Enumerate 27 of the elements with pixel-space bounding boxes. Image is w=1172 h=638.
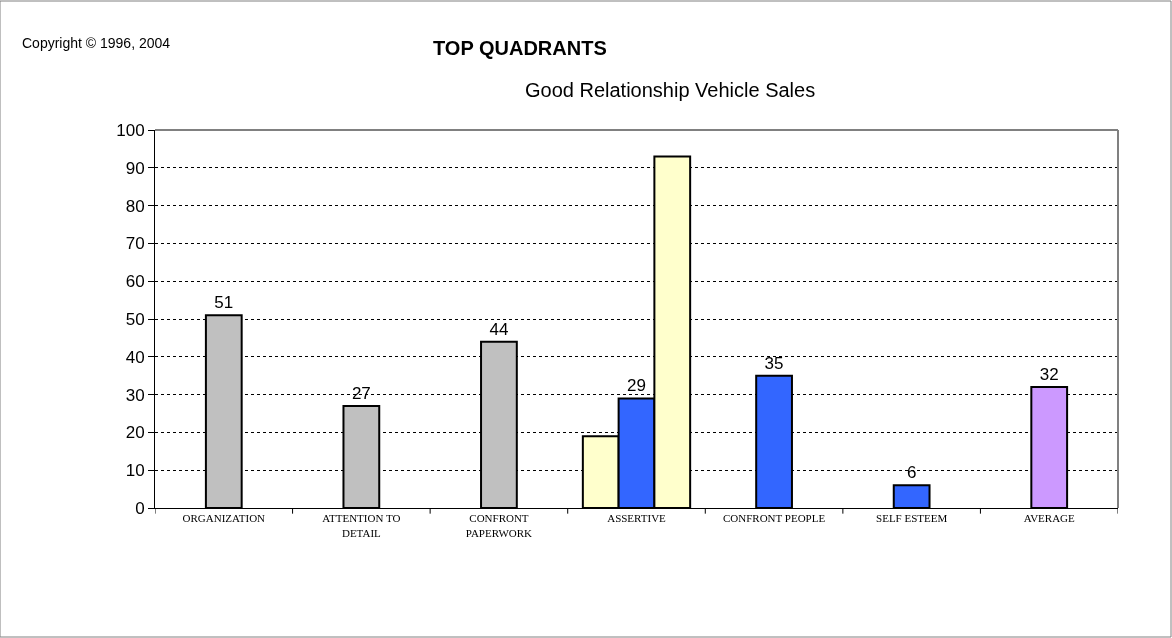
chart-subtitle: Good Relationship Vehicle Sales [525, 79, 816, 101]
data-label: 44 [489, 319, 509, 339]
x-tick-label: CONFRONT PAPERWORK [465, 512, 533, 539]
x-tick-label: ORGANIZATION [182, 512, 266, 525]
y-tick-label: 0 [135, 498, 145, 518]
y-tick-label: 80 [125, 196, 145, 216]
data-label: 35 [764, 353, 784, 373]
x-tick-label: CONFRONT PEOPLE [722, 512, 826, 525]
data-label: 51 [214, 293, 234, 313]
y-tick-label: 30 [125, 385, 145, 405]
x-tick-label: AVERAGE [1023, 512, 1076, 525]
y-tick-label: 20 [125, 423, 145, 443]
y-tick-label: 70 [125, 234, 145, 254]
y-tick-label: 10 [125, 461, 145, 481]
y-tick-label: 100 [116, 120, 145, 140]
text: Copyright © 1996, 2004 [22, 35, 171, 51]
x-tick-label: ASSERTIVE [607, 512, 667, 525]
data-label: 29 [627, 376, 646, 396]
y-tick-label: 90 [125, 158, 145, 178]
data-label: 27 [351, 383, 371, 403]
y-tick-label: 40 [125, 347, 145, 367]
chart-title: TOP QUADRANTS [433, 37, 607, 59]
data-label: 32 [1039, 365, 1059, 385]
x-tick-label: SELF ESTEEM [876, 512, 948, 525]
x-tick-label: ATTENTION TO DETAIL [322, 512, 401, 539]
y-tick-label: 50 [125, 309, 145, 329]
y-tick-label: 60 [125, 272, 145, 292]
